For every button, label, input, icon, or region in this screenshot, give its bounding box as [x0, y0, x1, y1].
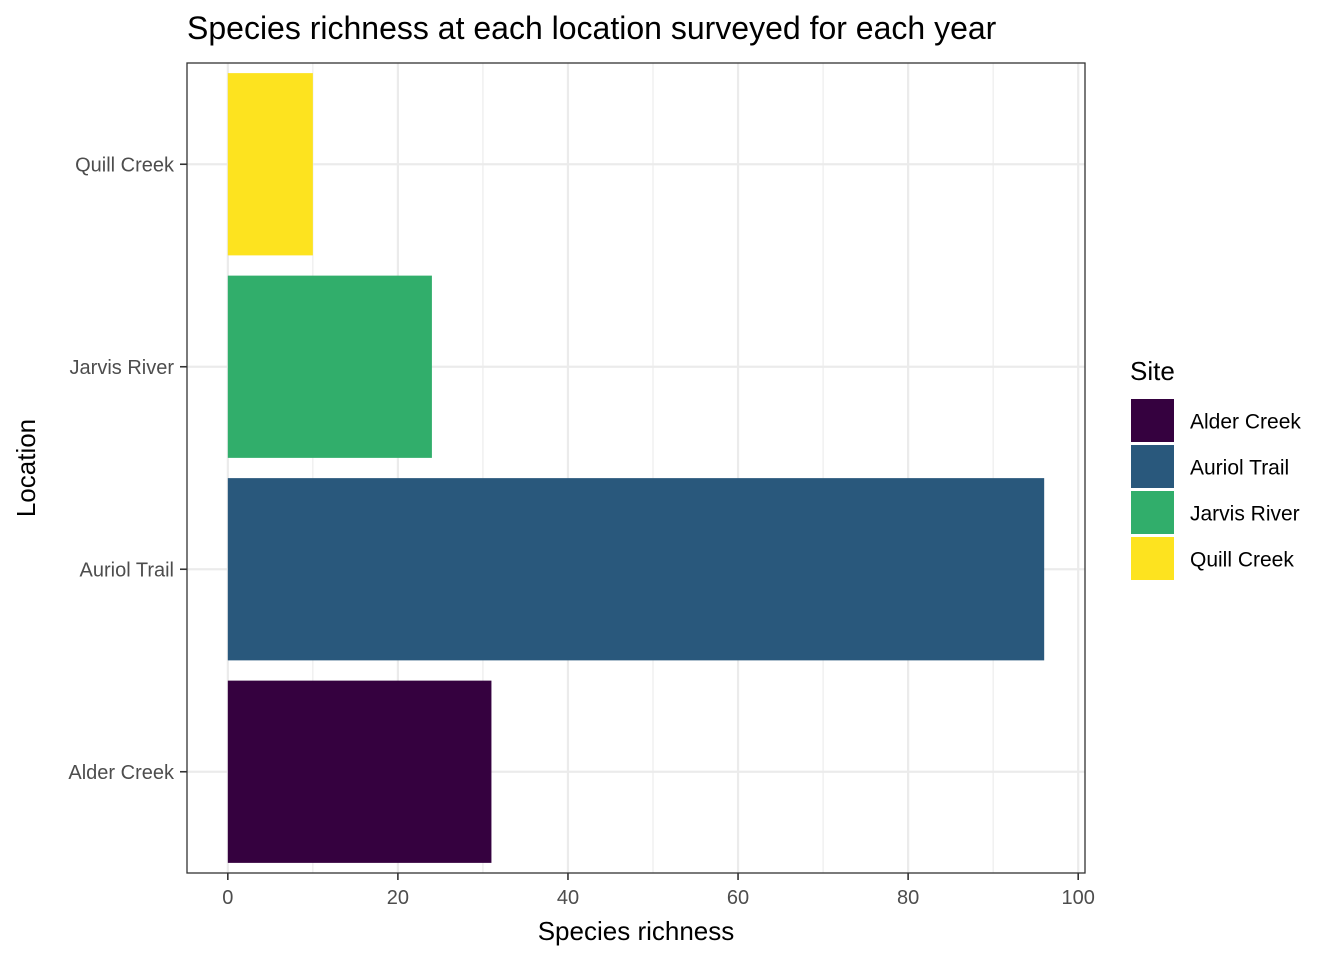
- x-tick-label: 0: [222, 887, 233, 909]
- grid-lines: [187, 63, 1085, 873]
- legend-title: Site: [1130, 356, 1175, 386]
- x-tick-label: 100: [1062, 887, 1095, 909]
- y-tick-label: Jarvis River: [70, 357, 175, 379]
- y-tick-label: Alder Creek: [68, 762, 175, 784]
- x-tick-label: 60: [727, 887, 749, 909]
- x-axis-title: Species richness: [538, 916, 735, 946]
- bars: [227, 73, 1045, 863]
- x-tick-label: 80: [897, 887, 919, 909]
- bar-alder-creek: [227, 680, 492, 863]
- y-axis: Alder Creek Auriol Trail Jarvis River Quill…: [68, 154, 187, 784]
- y-tick-label: Auriol Trail: [80, 559, 174, 581]
- x-tick-label: 40: [557, 887, 579, 909]
- legend-key-swatch: [1131, 491, 1174, 534]
- bar-auriol-trail: [227, 478, 1045, 661]
- legend-item-label: Jarvis River: [1190, 503, 1300, 526]
- chart-title: Species richness at each location survey…: [187, 10, 997, 46]
- y-axis-title: Location: [11, 419, 41, 517]
- x-axis: 0 20 40 60 80 100: [222, 873, 1095, 909]
- legend-key-swatch: [1131, 399, 1174, 442]
- legend-key-swatch: [1131, 445, 1174, 488]
- legend-item-label: Auriol Trail: [1190, 457, 1289, 480]
- plot-panel-border: [186, 62, 1086, 874]
- legend: Site Alder Creek Auriol Trail Jarvis River…: [1130, 356, 1301, 580]
- bar-jarvis-river: [227, 275, 432, 458]
- legend-item-label: Alder Creek: [1190, 411, 1301, 434]
- y-tick-label: Quill Creek: [75, 154, 175, 176]
- bar-quill-creek: [227, 73, 313, 256]
- x-tick-label: 20: [387, 887, 409, 909]
- legend-item-label: Quill Creek: [1190, 549, 1294, 572]
- legend-key-swatch: [1131, 537, 1174, 580]
